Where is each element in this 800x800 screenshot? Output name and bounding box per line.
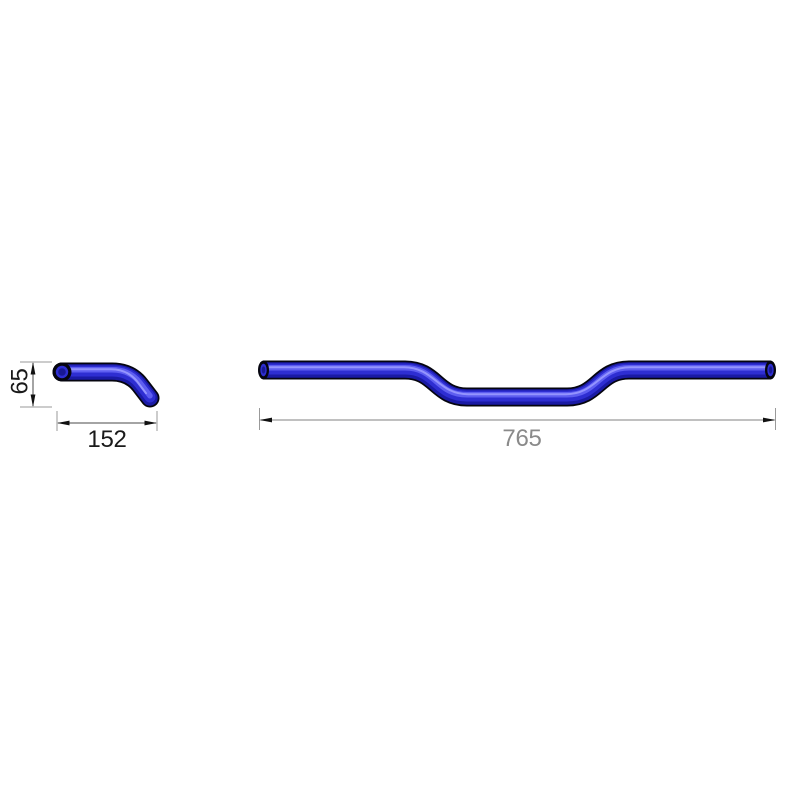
width-arrow-right-icon	[763, 417, 776, 423]
length-arrow-right-icon	[144, 420, 157, 426]
width-dimension: 765	[259, 408, 776, 452]
side-view-tube-bore	[58, 368, 66, 376]
front-view-right-end-bore	[768, 366, 773, 374]
front-view-tube-gloss	[265, 366, 769, 396]
length-dimension-label: 152	[87, 426, 126, 453]
side-view-tube-gloss	[63, 368, 147, 395]
side-view	[52, 362, 160, 408]
width-arrow-left-icon	[259, 417, 272, 423]
front-view-left-end-bore	[261, 366, 266, 374]
front-view	[258, 360, 776, 407]
height-arrow-down-icon	[30, 394, 36, 407]
front-view-tube-mid	[263, 363, 771, 402]
length-dimension: 152	[56, 411, 158, 453]
height-arrow-up-icon	[30, 362, 36, 375]
width-dimension-label: 765	[502, 425, 541, 452]
length-arrow-left-icon	[57, 420, 70, 426]
height-dimension: 65	[7, 361, 52, 408]
height-dimension-label: 65	[7, 368, 34, 394]
